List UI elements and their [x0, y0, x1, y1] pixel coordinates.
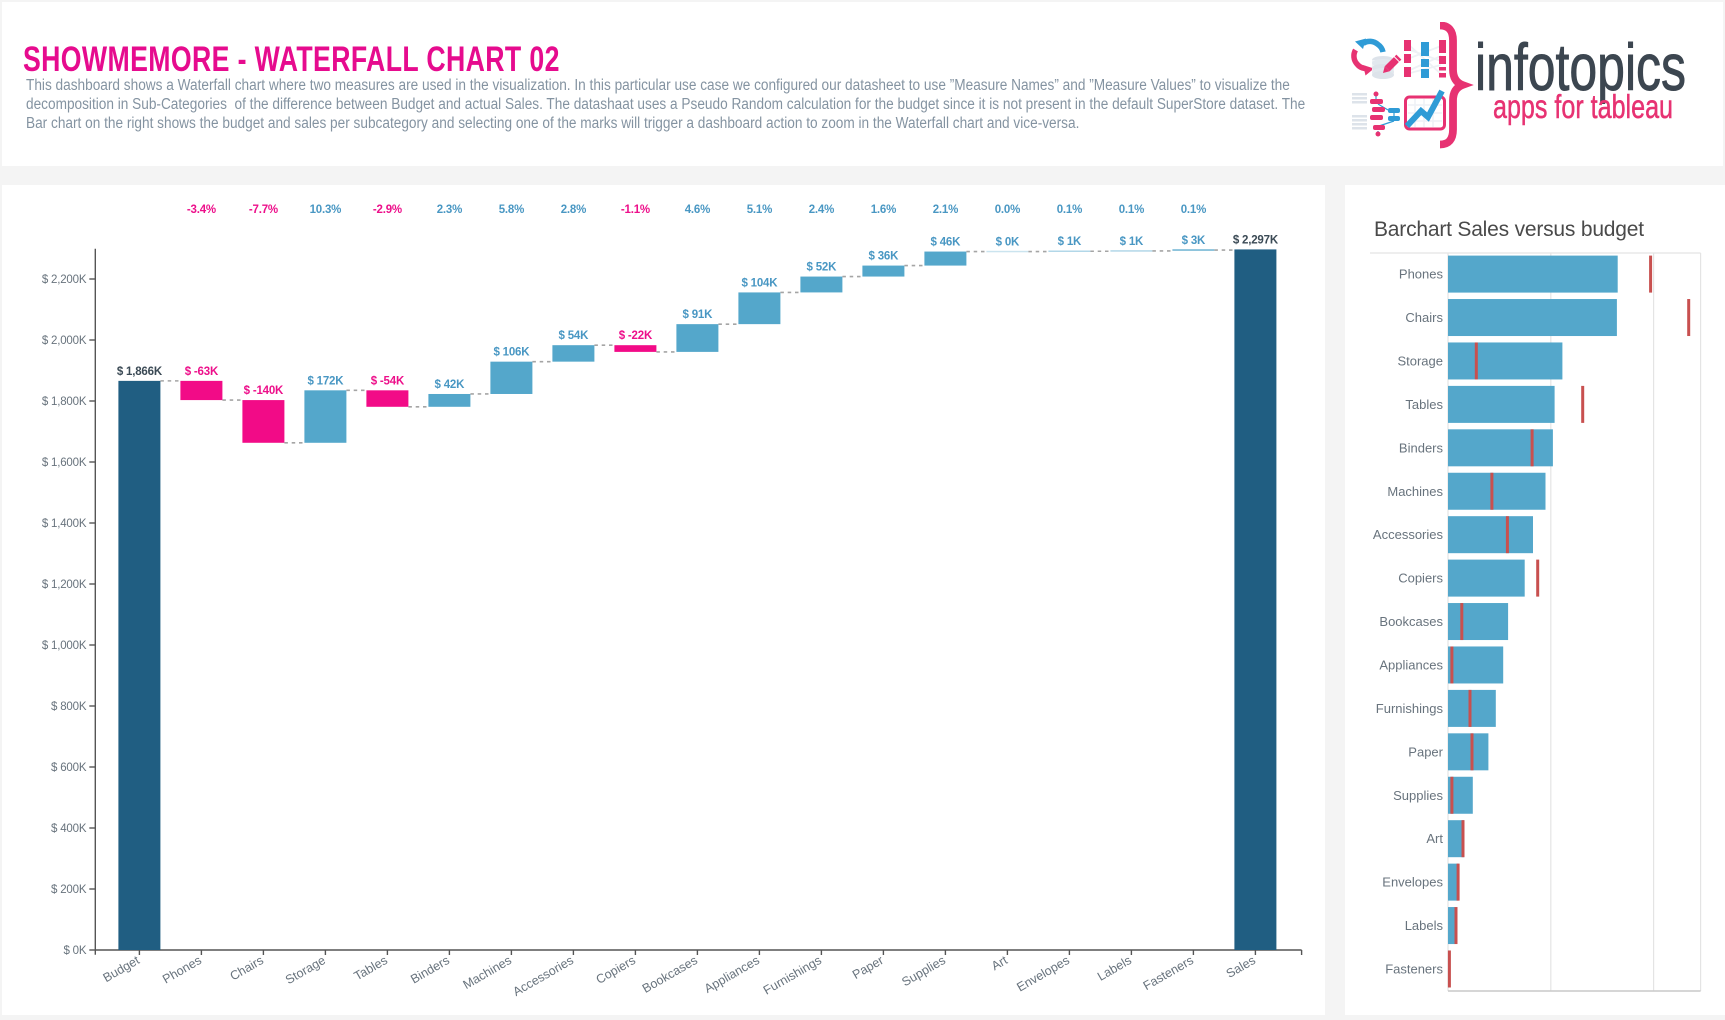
svg-text:1.6%: 1.6%: [871, 204, 896, 216]
svg-text:2.4%: 2.4%: [809, 204, 834, 216]
svg-text:$ 1K: $ 1K: [1058, 236, 1082, 248]
svg-text:$ 91K: $ 91K: [683, 309, 714, 321]
svg-text:$ 1,600K: $ 1,600K: [42, 457, 87, 469]
svg-text:Bookcases: Bookcases: [640, 953, 700, 996]
svg-text:-1.1%: -1.1%: [621, 204, 650, 216]
svg-text:Storage: Storage: [283, 953, 328, 987]
svg-text:$ 0K: $ 0K: [996, 237, 1020, 249]
svg-text:$ 2,297K: $ 2,297K: [1233, 234, 1279, 246]
svg-text:Paper: Paper: [850, 953, 886, 982]
svg-text:Art: Art: [989, 953, 1010, 973]
svg-text:$ 3K: $ 3K: [1182, 235, 1206, 247]
svg-text:2.8%: 2.8%: [561, 204, 586, 216]
svg-text:Sales: Sales: [1224, 953, 1258, 981]
svg-text:Barchart Sales versus budget: Barchart Sales versus budget: [1374, 218, 1644, 241]
svg-text:0.1%: 0.1%: [1181, 204, 1206, 216]
svg-text:$ 2,000K: $ 2,000K: [42, 335, 87, 347]
svg-text:Machines: Machines: [461, 953, 514, 992]
svg-text:Bookcases: Bookcases: [1379, 614, 1443, 629]
svg-text:$ 600K: $ 600K: [51, 762, 87, 774]
svg-text:Fasteners: Fasteners: [1385, 961, 1443, 976]
svg-text:$ 1,866K: $ 1,866K: [117, 366, 163, 378]
svg-text:Binders: Binders: [408, 953, 452, 986]
svg-text:Art: Art: [1426, 831, 1443, 846]
svg-text:$ 42K: $ 42K: [435, 379, 466, 391]
svg-text:Envelopes: Envelopes: [1382, 875, 1443, 890]
svg-text:$ 1,800K: $ 1,800K: [42, 396, 87, 408]
svg-text:Budget: Budget: [101, 953, 143, 985]
svg-text:Paper: Paper: [1408, 744, 1443, 759]
svg-text:$ 1K: $ 1K: [1120, 236, 1144, 248]
svg-text:Phones: Phones: [1399, 267, 1444, 282]
svg-text:Machines: Machines: [1387, 484, 1443, 499]
svg-text:Accessories: Accessories: [511, 953, 576, 999]
svg-text:$ -63K: $ -63K: [185, 366, 219, 378]
svg-text:$ -22K: $ -22K: [619, 330, 653, 342]
svg-text:$ -54K: $ -54K: [371, 375, 405, 387]
svg-text:infotopics: infotopics: [1475, 30, 1686, 104]
svg-text:-3.4%: -3.4%: [187, 204, 216, 216]
svg-text:2.3%: 2.3%: [437, 204, 462, 216]
svg-text:Accessories: Accessories: [1373, 527, 1444, 542]
svg-text:Supplies: Supplies: [899, 953, 948, 989]
svg-text:$ 1,000K: $ 1,000K: [42, 640, 87, 652]
svg-text:10.3%: 10.3%: [310, 204, 342, 216]
svg-text:Envelopes: Envelopes: [1014, 953, 1072, 994]
svg-text:0.0%: 0.0%: [995, 204, 1020, 216]
svg-text:0.1%: 0.1%: [1057, 204, 1082, 216]
svg-text:$ 1,200K: $ 1,200K: [42, 579, 87, 591]
svg-text:Supplies: Supplies: [1393, 788, 1443, 803]
svg-text:$ 1,400K: $ 1,400K: [42, 518, 87, 530]
svg-text:Labels: Labels: [1405, 918, 1444, 933]
svg-text:5.1%: 5.1%: [747, 204, 772, 216]
svg-text:4.6%: 4.6%: [685, 204, 710, 216]
svg-text:Chairs: Chairs: [228, 953, 266, 983]
svg-text:Tables: Tables: [352, 953, 390, 983]
svg-text:0.1%: 0.1%: [1119, 204, 1144, 216]
svg-text:Appliances: Appliances: [702, 953, 762, 996]
svg-text:Furnishings: Furnishings: [1376, 701, 1444, 716]
svg-text:Storage: Storage: [1397, 353, 1443, 368]
svg-text:Furnishings: Furnishings: [761, 953, 824, 997]
svg-text:apps for tableau: apps for tableau: [1493, 88, 1673, 125]
svg-text:$ 46K: $ 46K: [931, 237, 962, 249]
svg-text:Tables: Tables: [1405, 397, 1443, 412]
svg-text:$ 104K: $ 104K: [741, 277, 778, 289]
svg-text:-2.9%: -2.9%: [373, 204, 402, 216]
svg-text:5.8%: 5.8%: [499, 204, 524, 216]
svg-text:$ -140K: $ -140K: [244, 385, 284, 397]
svg-text:-7.7%: -7.7%: [249, 204, 278, 216]
svg-text:2.1%: 2.1%: [933, 204, 958, 216]
svg-text:$ 2,200K: $ 2,200K: [42, 274, 87, 286]
svg-text:$ 54K: $ 54K: [559, 330, 590, 342]
svg-text:Chairs: Chairs: [1405, 310, 1443, 325]
svg-text:$ 0K: $ 0K: [63, 945, 86, 957]
svg-text:Binders: Binders: [1399, 440, 1444, 455]
svg-text:Copiers: Copiers: [1398, 571, 1443, 586]
svg-text:Labels: Labels: [1095, 953, 1134, 984]
svg-text:$ 172K: $ 172K: [307, 375, 344, 387]
svg-text:$ 106K: $ 106K: [493, 347, 530, 359]
svg-text:Copiers: Copiers: [594, 953, 638, 987]
svg-text:$ 200K: $ 200K: [51, 884, 87, 896]
svg-text:$ 800K: $ 800K: [51, 701, 87, 713]
svg-text:Fasteners: Fasteners: [1141, 953, 1196, 993]
svg-text:$ 52K: $ 52K: [807, 262, 838, 274]
svg-text:$ 400K: $ 400K: [51, 823, 87, 835]
svg-text:Appliances: Appliances: [1379, 657, 1443, 672]
svg-text:$ 36K: $ 36K: [869, 251, 900, 263]
svg-text:Phones: Phones: [160, 953, 204, 986]
